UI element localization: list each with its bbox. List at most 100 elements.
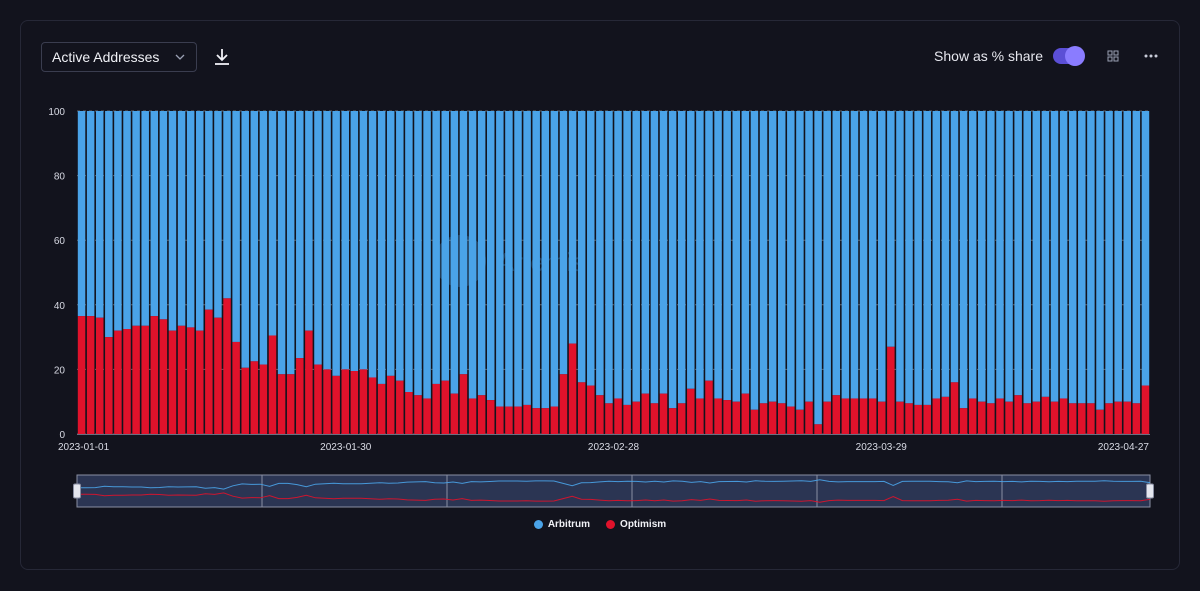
bar-optimism (368, 377, 377, 434)
bar-arbitrum (186, 111, 195, 328)
grid-view-button[interactable] (1105, 48, 1121, 64)
bar-optimism (623, 404, 631, 434)
bar-optimism (614, 398, 622, 434)
bar-optimism (196, 330, 204, 434)
bar-arbitrum (841, 111, 850, 399)
bar-optimism (86, 316, 95, 434)
bar-arbitrum (405, 111, 413, 393)
bar-arbitrum (950, 111, 959, 383)
y-tick-label: 60 (54, 236, 66, 247)
bar-arbitrum (968, 111, 977, 399)
bar-optimism (468, 398, 477, 434)
bar-optimism (568, 343, 577, 434)
bar-arbitrum (787, 111, 795, 407)
bar-arbitrum (341, 111, 349, 370)
bar-optimism (596, 395, 604, 434)
bar-arbitrum (759, 111, 768, 404)
bar-optimism (232, 341, 240, 434)
legend-dot-optimism (606, 520, 616, 529)
bar-optimism (787, 406, 795, 434)
bar-optimism (887, 346, 895, 434)
bar-optimism (550, 406, 559, 434)
bar-arbitrum (605, 111, 613, 404)
bar-optimism (641, 393, 650, 434)
bar-arbitrum (623, 111, 631, 405)
bar-optimism (1078, 403, 1086, 434)
download-button[interactable] (211, 46, 233, 68)
bar-optimism (905, 403, 913, 434)
bar-arbitrum (459, 111, 468, 375)
bar-arbitrum (141, 111, 149, 326)
bar-optimism (277, 374, 286, 434)
bar-arbitrum (932, 111, 941, 399)
bar-optimism (1087, 403, 1095, 434)
bar-arbitrum (1141, 111, 1150, 386)
bar-optimism (587, 385, 595, 434)
bar-arbitrum (923, 111, 931, 405)
bar-optimism (477, 395, 486, 434)
bar-optimism (523, 404, 531, 434)
bar-arbitrum (823, 111, 831, 402)
bar-optimism (868, 398, 877, 434)
bar-arbitrum (732, 111, 741, 402)
bar-optimism (95, 317, 104, 434)
bar-optimism (941, 396, 950, 434)
bar-arbitrum (1068, 111, 1077, 404)
bar-optimism (850, 398, 859, 434)
bar-arbitrum (377, 111, 386, 384)
legend-item-arbitrum[interactable]: Arbitrum (533, 519, 591, 530)
bar-optimism (396, 380, 404, 434)
share-toggle[interactable] (1053, 46, 1085, 66)
bar-arbitrum (105, 111, 113, 338)
bar-arbitrum (1123, 111, 1132, 402)
bar-optimism (968, 398, 977, 434)
bar-optimism (168, 330, 177, 434)
bar-arbitrum (123, 111, 131, 330)
bar-arbitrum (1032, 111, 1041, 402)
bar-optimism (741, 393, 750, 434)
legend: Arbitrum Optimism (0, 519, 1200, 530)
bar-optimism (1141, 385, 1150, 434)
x-tick-label: 2023-01-30 (320, 442, 372, 453)
bar-optimism (432, 383, 440, 434)
bar-arbitrum (559, 111, 568, 375)
bar-arbitrum (368, 111, 377, 378)
bar-arbitrum (1096, 111, 1104, 410)
more-icon (1144, 54, 1158, 58)
bar-arbitrum (1132, 111, 1141, 404)
bar-optimism (259, 364, 268, 434)
bar-optimism (1068, 403, 1077, 434)
bar-arbitrum (432, 111, 440, 384)
bar-optimism (214, 317, 222, 434)
bar-arbitrum (505, 111, 513, 407)
range-navigator[interactable] (73, 474, 1154, 508)
x-tick-label: 2023-01-01 (58, 442, 110, 453)
navigator-handle-right (1146, 483, 1154, 499)
bar-arbitrum (132, 111, 140, 326)
legend-label-arbitrum: Arbitrum (547, 519, 591, 530)
metric-dropdown[interactable]: Active Addresses (41, 42, 197, 72)
bar-arbitrum (550, 111, 559, 407)
bar-optimism (450, 393, 459, 434)
bar-optimism (950, 382, 959, 434)
bar-optimism (205, 309, 213, 434)
bar-arbitrum (914, 111, 922, 405)
bar-arbitrum (641, 111, 650, 394)
bar-optimism (896, 401, 904, 434)
bar-optimism (1050, 401, 1059, 434)
bar-arbitrum (805, 111, 813, 402)
bar-arbitrum (532, 111, 540, 409)
bar-arbitrum (1078, 111, 1086, 404)
bar-arbitrum (659, 111, 668, 394)
chevron-down-icon (174, 51, 186, 63)
bar-optimism (814, 424, 822, 434)
download-icon (215, 49, 229, 65)
bar-arbitrum (887, 111, 895, 347)
bar-optimism (505, 406, 513, 434)
y-tick-label: 100 (48, 107, 65, 118)
legend-item-optimism[interactable]: Optimism (606, 519, 666, 530)
more-options-button[interactable] (1143, 48, 1159, 64)
bar-optimism (132, 325, 140, 434)
bar-arbitrum (168, 111, 177, 331)
